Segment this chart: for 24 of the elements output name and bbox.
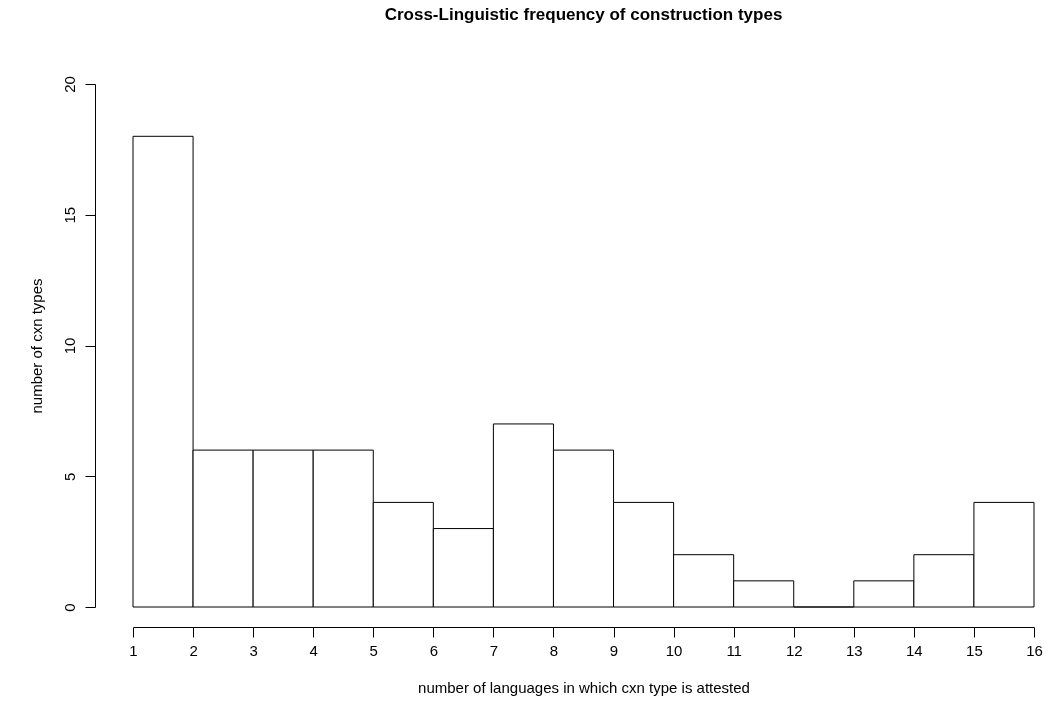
x-tick-label: 5 <box>369 641 378 659</box>
x-tick-label: 8 <box>549 641 559 659</box>
x-tick-label: 4 <box>309 641 318 659</box>
x-tick-label: 15 <box>966 641 983 659</box>
y-tick-label: 10 <box>60 337 78 355</box>
x-tick-label: 16 <box>1026 641 1043 659</box>
x-tick-label: 14 <box>906 641 923 659</box>
y-tick-label: 15 <box>60 206 78 224</box>
y-axis-title: number of cxn types <box>27 278 45 414</box>
x-tick-label: 10 <box>665 641 683 659</box>
x-tick-label: 11 <box>726 641 742 659</box>
chart-title: Cross-Linguistic frequency of construction types <box>384 4 783 24</box>
x-tick-label: 3 <box>249 641 258 659</box>
x-tick-label: 7 <box>489 641 499 659</box>
x-tick-label: 13 <box>845 641 863 659</box>
x-tick-label: 2 <box>189 641 198 659</box>
y-tick-label: 20 <box>60 76 78 93</box>
x-tick-label: 12 <box>785 641 803 659</box>
x-axis-title: number of languages in which cxn type is attested <box>418 678 750 696</box>
x-tick-label: 1 <box>129 641 138 659</box>
x-tick-label: 9 <box>609 641 619 659</box>
x-tick-label: 6 <box>429 641 439 659</box>
y-tick-label: 0 <box>60 603 78 612</box>
y-tick-label: 5 <box>60 472 78 481</box>
